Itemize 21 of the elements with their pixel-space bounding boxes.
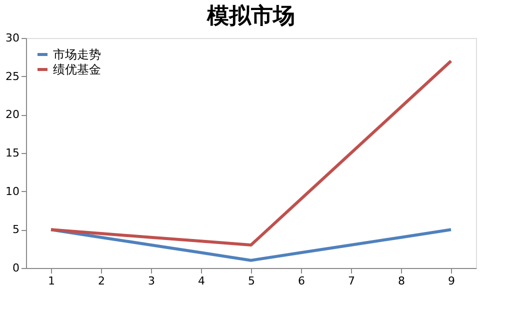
line-series: [50, 228, 452, 262]
legend-label: 市场走势: [53, 48, 101, 62]
x-tick-label: 5: [248, 274, 255, 288]
x-tick-label: 9: [448, 274, 455, 288]
line-series: [50, 60, 452, 246]
x-tick-label: 1: [48, 274, 55, 288]
x-tick-label: 4: [198, 274, 205, 288]
x-tick-label: 6: [298, 274, 305, 288]
y-tick-label: 10: [6, 184, 20, 198]
y-tick-label: 20: [6, 108, 20, 122]
x-tick-label: 8: [398, 274, 405, 288]
y-tick-label: 25: [6, 70, 20, 83]
chart-title: 模拟市场: [206, 3, 295, 29]
x-tick-label: 7: [348, 274, 355, 288]
y-tick-label: 0: [12, 262, 20, 274]
x-tick-label: 3: [148, 274, 155, 288]
y-tick-label: 15: [6, 146, 20, 160]
legend-label: 绩优基金: [53, 62, 101, 76]
y-tick-label: 30: [6, 32, 20, 44]
y-tick-label: 5: [12, 223, 20, 236]
x-tick-label: 2: [98, 274, 105, 288]
